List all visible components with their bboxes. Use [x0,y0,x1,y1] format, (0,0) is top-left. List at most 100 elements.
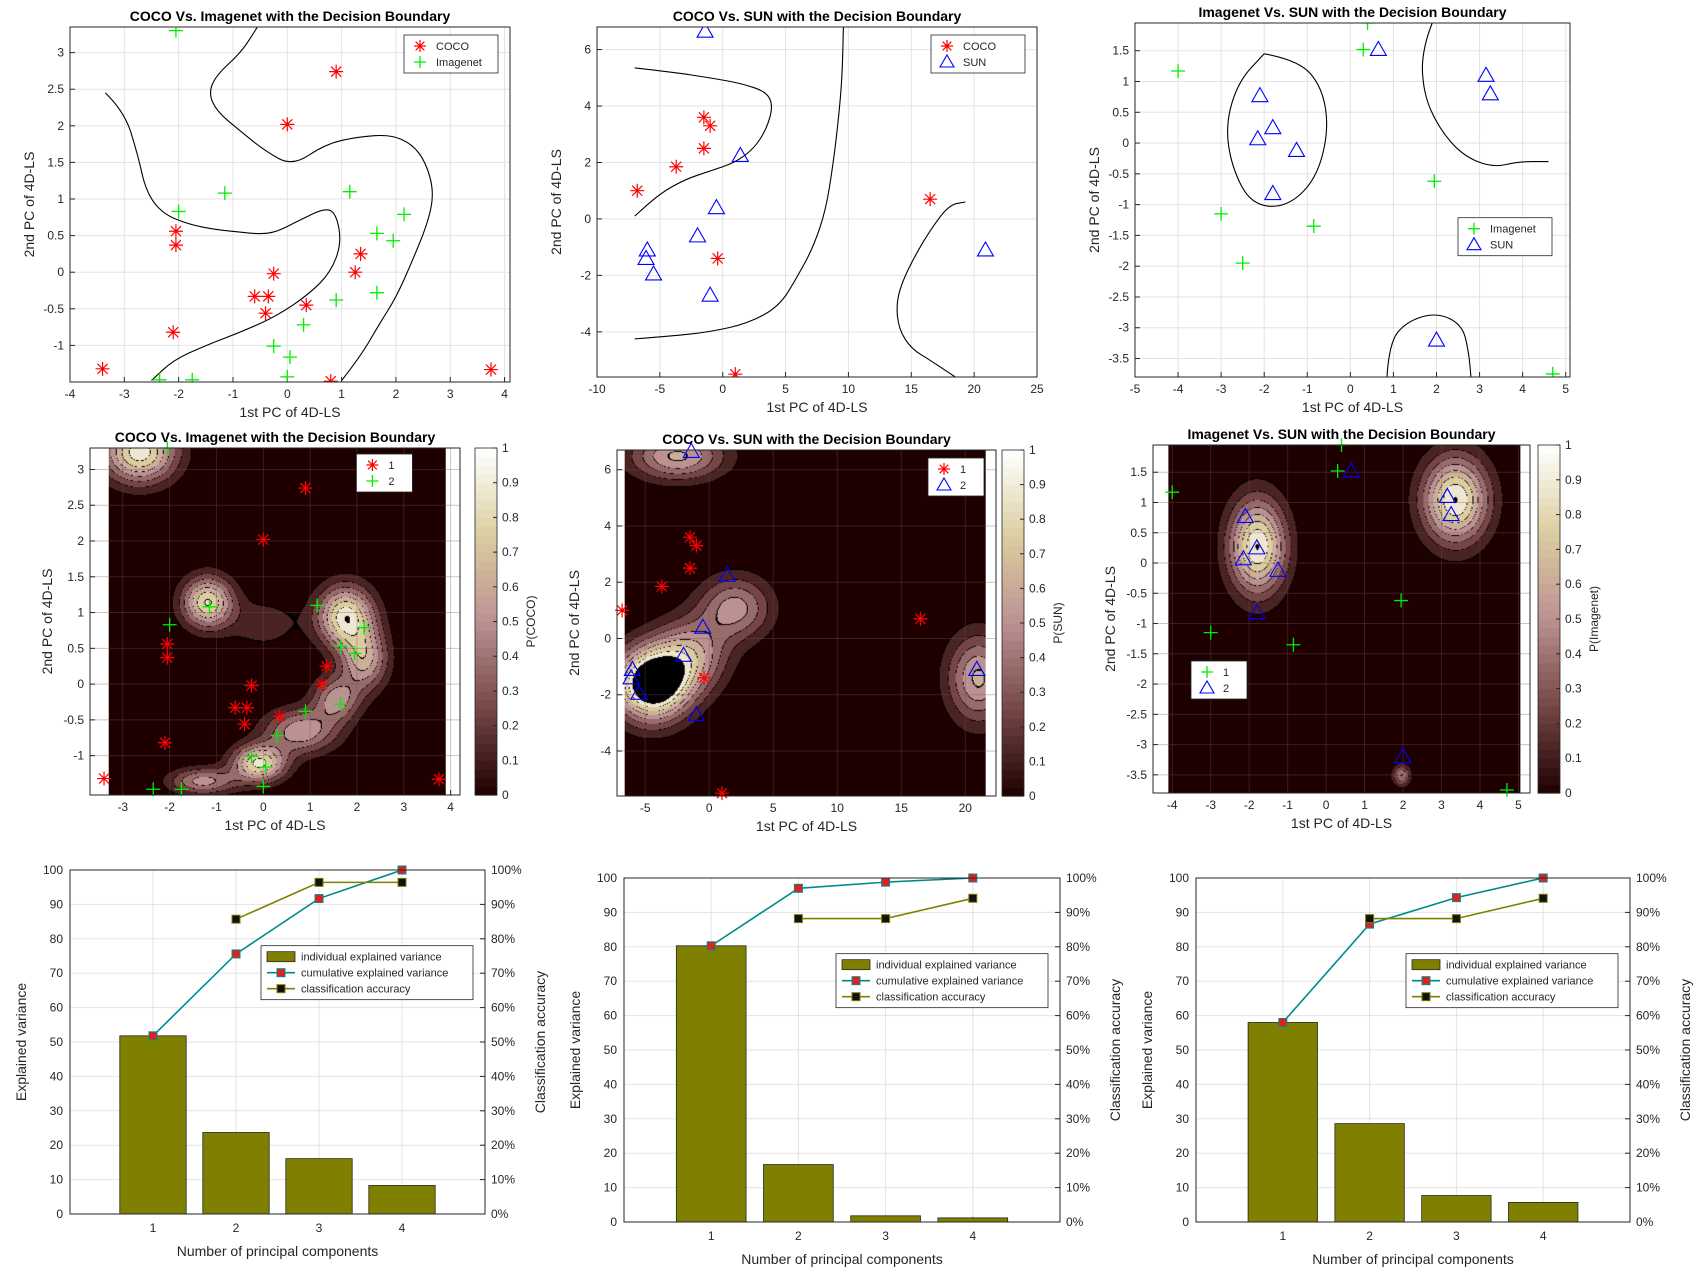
x-tick-label: 0 [719,382,726,396]
colorbar-step [1002,709,1024,719]
plot-area [70,27,510,382]
plus-marker [310,598,325,613]
legend-label: cumulative explained variance [1446,976,1593,988]
colorbar-step [475,578,497,588]
triangle-marker [967,660,986,676]
colorbar-step [475,534,497,545]
colorbar-step [1538,627,1560,637]
x-tick-label: -5 [1130,382,1141,396]
plus-marker [342,184,357,199]
x-tick-label: 3 [1476,382,1483,396]
x-tick-label: 2 [1366,1229,1373,1243]
asterisk-marker [256,532,271,547]
colorbar-step [475,690,497,701]
triangle-marker [629,684,648,700]
colorbar-step [475,560,497,571]
axes-frame [1152,444,1531,794]
cumulative-point [231,949,241,959]
decision-boundary [104,92,341,381]
colorbar-tick-label: 0.4 [1029,651,1046,665]
plus-marker [152,372,167,382]
cumulative-point [1278,1017,1288,1027]
asterisk-marker [348,265,363,280]
plus-marker [185,372,200,382]
legend-box [1405,953,1619,1009]
colorbar-step [1002,770,1024,780]
cumulative-line [710,877,973,947]
colorbar-step [475,612,497,623]
variance-bar [119,1035,187,1215]
legend-label: 2 [960,480,966,492]
y-tick-label: 100 [43,863,63,877]
y2-tick-label: 30% [491,1104,515,1118]
plus-marker [347,646,362,661]
colorbar-step [1002,718,1024,728]
colorbar-step [1002,519,1024,529]
y-tick-label: -3.5 [1126,768,1147,782]
x-tick-label: -3 [1216,382,1227,396]
plus-marker [296,317,311,332]
colorbar-step [475,638,497,649]
colorbar-step [1002,527,1024,538]
colorbar-step [1002,761,1024,771]
asterisk-marker [160,650,175,665]
colorbar-step [475,500,497,510]
x-tick-label: -1 [211,800,222,814]
y-tick-label: 0 [604,631,611,645]
plus-marker [1360,23,1375,30]
legend-swatch-marker [1421,992,1431,1002]
variance-bar [937,1217,1009,1223]
plus-marker [168,27,183,38]
y-axis-label: 2nd PC of 4D-LS [566,570,582,676]
y-tick-label: 6 [584,43,591,57]
colorbar-tick-label: 0.1 [1029,754,1046,768]
plus-marker [333,639,348,654]
triangle-marker [1438,487,1457,503]
x-tick-label: -4 [1167,798,1178,812]
asterisk-marker [630,183,645,198]
colorbar-tick-label: 0.3 [502,684,519,698]
colorbar-tick-label: 0.2 [1029,720,1046,734]
asterisk-marker [923,192,938,207]
x-tick-label: -1 [1302,382,1313,396]
plus-marker [414,56,426,68]
x-tick-label: -3 [1205,798,1216,812]
colorbar-step [1538,645,1560,655]
colorbar-step [1538,706,1560,716]
colorbar-tick-label: 0.9 [502,476,519,490]
x-tick-label: 2 [795,1229,802,1243]
colorbar-step [475,526,497,536]
variance-bar [1508,1201,1579,1223]
variance-bar [285,1158,353,1215]
colorbar-tick-label: 0.5 [502,615,519,629]
colorbar-tick-label: 0.4 [1565,647,1582,661]
colorbar-tick-label: 1 [1029,443,1036,457]
asterisk-marker [237,717,252,732]
y-tick-label: -1 [73,749,84,763]
y-tick-label: 4 [584,99,591,113]
triangle-marker [976,240,995,257]
colorbar-step [1002,726,1024,737]
colorbar-tick-label: 0.5 [1565,612,1582,626]
y-tick-label: 1 [57,192,64,206]
triangle-marker [1247,603,1266,620]
y-tick-label: 2 [584,155,591,169]
variance-bar [850,1215,921,1223]
x-tick-label: 20 [959,801,973,815]
x-tick-label: 4 [1519,382,1526,396]
y-tick-label: -1 [53,338,64,352]
y-tick-label: -1.5 [1108,228,1129,242]
y-tick-label: -0.5 [1108,167,1129,181]
y2-tick-label: 90% [491,897,515,911]
cumulative-point [793,883,803,893]
colorbar-step [1538,732,1560,742]
axes-frame [1134,22,1571,378]
colorbar-step [1538,584,1560,594]
x-axis-label: 1st PC of 4D-LS [239,404,340,420]
colorbar-step [1002,562,1024,572]
y-tick-label: -4 [600,744,611,758]
legend-swatch-marker [851,992,861,1002]
y-tick-label: -2 [1136,677,1147,691]
plus-marker [258,760,273,775]
